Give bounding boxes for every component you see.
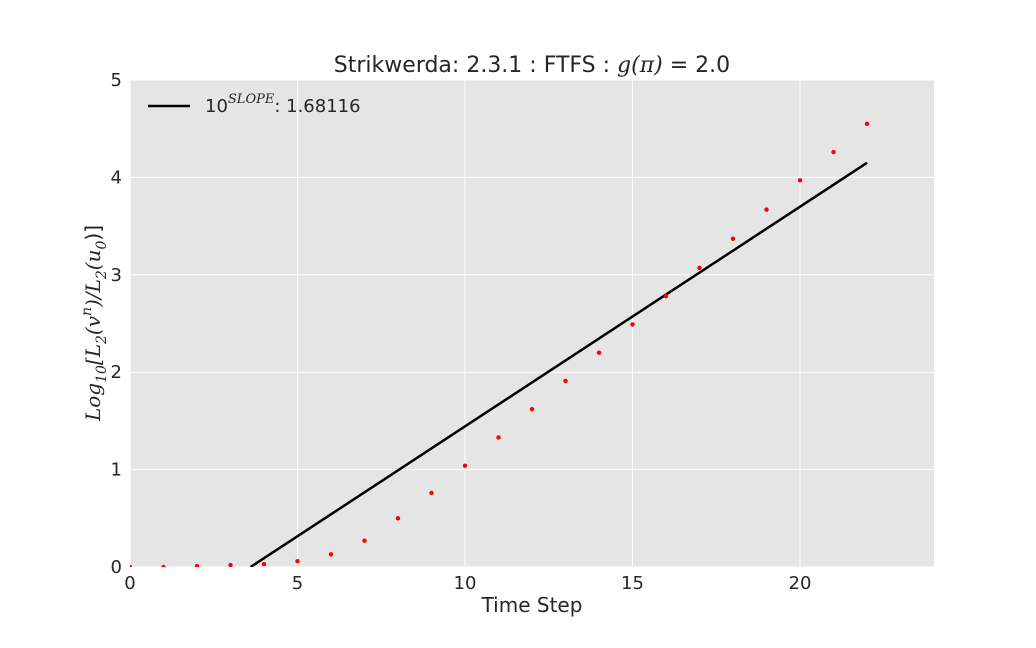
x-tick-label: 5 — [292, 573, 303, 594]
data-point — [462, 463, 468, 468]
data-point — [395, 516, 401, 521]
data-point — [697, 265, 702, 271]
data-point — [429, 490, 434, 496]
x-axis-label: Time Step — [481, 593, 583, 617]
legend-label: 10SLOPE: 1.68116 — [205, 92, 361, 117]
y-tick-label: 5 — [111, 70, 122, 91]
x-tick-label: 15 — [621, 573, 644, 594]
data-point — [261, 561, 267, 567]
data-point — [161, 564, 166, 567]
x-tick-label: 0 — [124, 573, 135, 594]
fit-line-group — [249, 161, 868, 567]
plot-area — [130, 80, 934, 567]
data-point — [663, 294, 669, 299]
legend: 10SLOPE: 1.68116 — [148, 92, 361, 117]
data-point — [596, 350, 602, 355]
data-point — [730, 236, 736, 241]
grid — [129, 79, 934, 568]
data-point — [328, 552, 334, 557]
data-point — [362, 538, 367, 543]
data-point — [831, 149, 836, 155]
x-tick-label: 10 — [454, 573, 477, 594]
y-tick-label: 1 — [111, 460, 122, 481]
data-point — [130, 564, 133, 567]
y-tick-labels: 0 1 2 3 4 5 — [111, 70, 122, 578]
data-point — [764, 207, 769, 212]
data-point — [496, 435, 501, 440]
data-point — [630, 322, 635, 327]
data-point — [563, 378, 568, 384]
fit-line — [249, 161, 868, 567]
data-point — [295, 558, 300, 564]
data-point — [864, 121, 870, 127]
data-point — [228, 562, 233, 567]
x-tick-labels: 0 5 10 15 20 — [124, 573, 811, 594]
x-tick-label: 20 — [789, 573, 812, 594]
y-tick-label: 4 — [111, 167, 122, 188]
y-axis-label: Log10[L2(vn)/L2(u0)] — [79, 225, 110, 422]
y-tick-label: 2 — [111, 362, 122, 383]
data-point — [529, 407, 535, 412]
data-point — [797, 178, 803, 183]
chart-title: Strikwerda: 2.3.1 : FTFS : g(π) = 2.0 — [334, 53, 730, 78]
data-points — [130, 121, 870, 567]
y-tick-label: 0 — [111, 557, 122, 578]
data-point — [194, 563, 200, 567]
y-tick-label: 3 — [111, 265, 122, 286]
